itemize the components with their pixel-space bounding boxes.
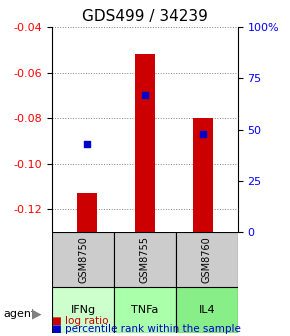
FancyBboxPatch shape <box>52 232 114 287</box>
Text: agent: agent <box>3 309 35 319</box>
Point <box>143 92 147 97</box>
Text: ▶: ▶ <box>32 308 41 321</box>
Text: GSM8760: GSM8760 <box>202 236 212 283</box>
Text: ■ percentile rank within the sample: ■ percentile rank within the sample <box>52 324 241 334</box>
Bar <box>77 194 97 232</box>
FancyBboxPatch shape <box>114 287 176 333</box>
Text: ■ log ratio: ■ log ratio <box>52 316 109 326</box>
Text: GSM8750: GSM8750 <box>78 236 88 283</box>
Text: IFNg: IFNg <box>70 305 96 315</box>
Title: GDS499 / 34239: GDS499 / 34239 <box>82 9 208 24</box>
Point <box>85 141 89 146</box>
FancyBboxPatch shape <box>176 232 238 287</box>
Bar <box>193 118 213 232</box>
FancyBboxPatch shape <box>114 232 176 287</box>
Text: GSM8755: GSM8755 <box>140 236 150 283</box>
Text: TNFa: TNFa <box>131 305 159 315</box>
Bar <box>135 54 155 232</box>
FancyBboxPatch shape <box>52 287 114 333</box>
Point <box>201 131 205 136</box>
FancyBboxPatch shape <box>176 287 238 333</box>
Text: IL4: IL4 <box>199 305 215 315</box>
